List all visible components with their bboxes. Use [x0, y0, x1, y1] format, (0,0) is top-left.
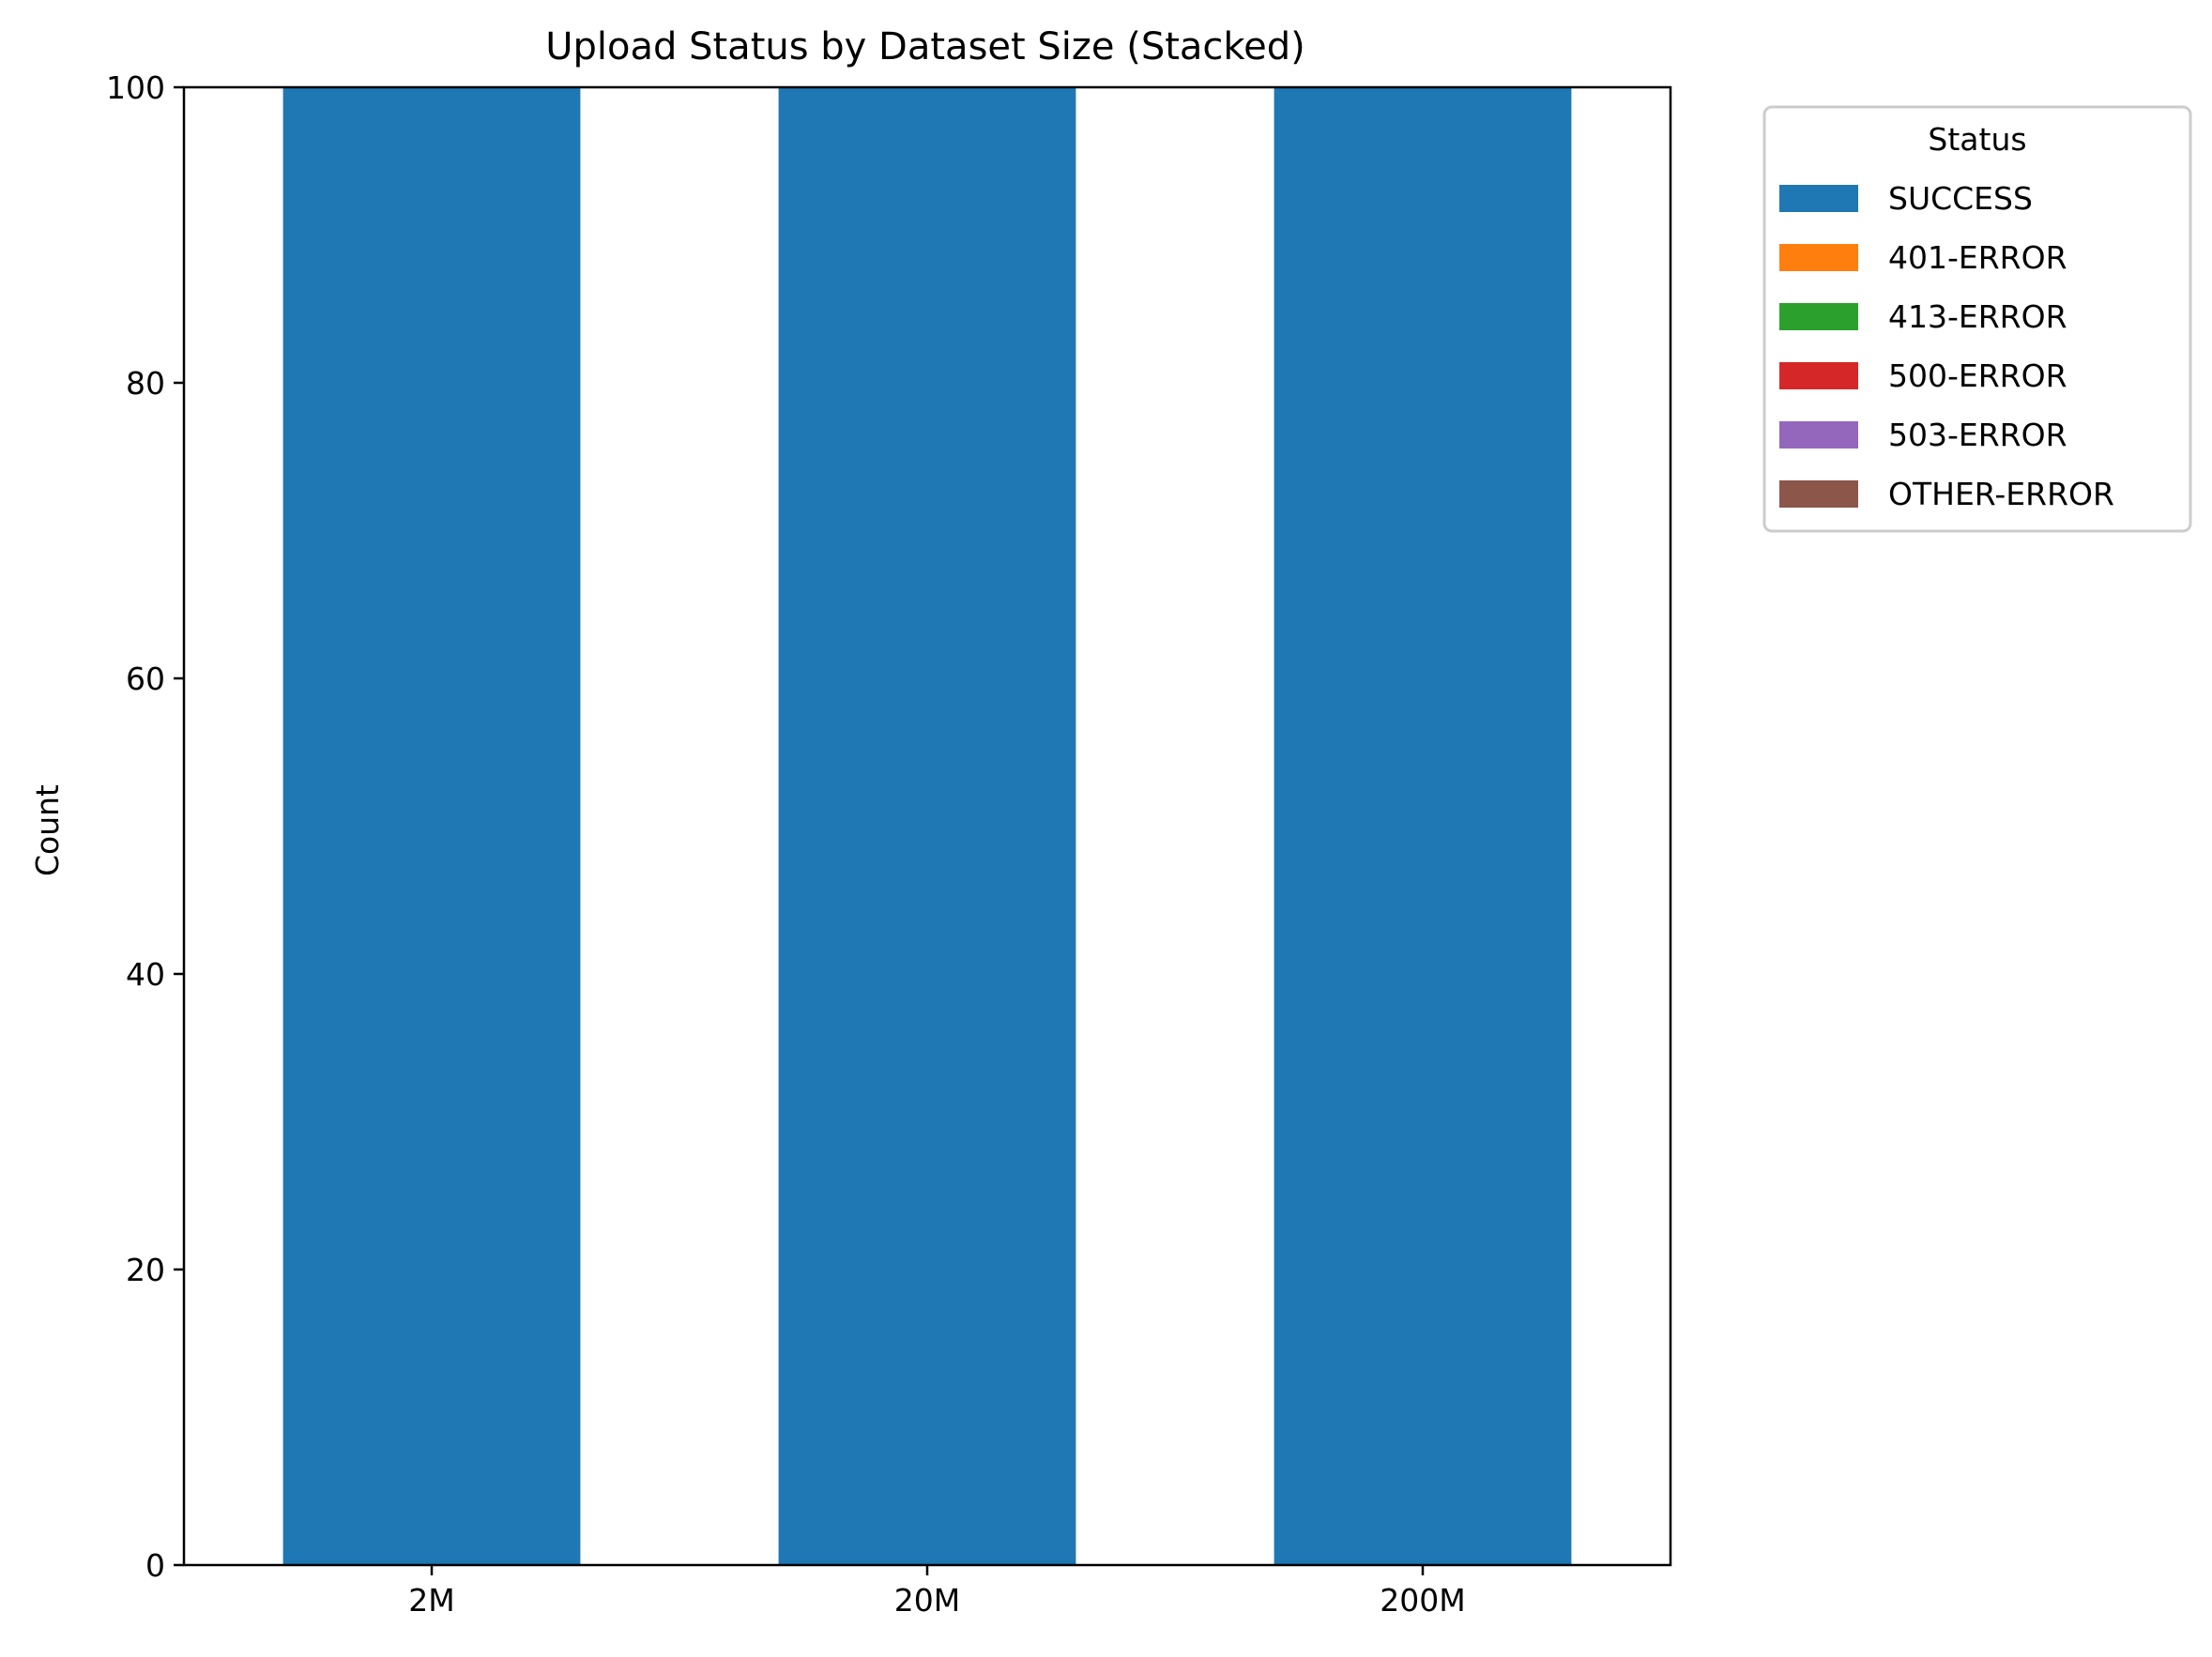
legend-frame — [1762, 105, 2192, 533]
y-tick-label-40: 40 — [126, 956, 165, 993]
y-tick-label-60: 60 — [126, 661, 165, 697]
legend-swatch-5 — [1779, 480, 1858, 508]
bar-200M-series-0 — [1274, 87, 1572, 1565]
legend-swatch-4 — [1779, 421, 1858, 448]
chart-title: Upload Status by Dataset Size (Stacked) — [545, 25, 1305, 68]
legend-label-3: 500-ERROR — [1888, 357, 2067, 394]
legend-swatch-1 — [1779, 244, 1858, 271]
y-tick-label-20: 20 — [126, 1252, 165, 1288]
legend-swatch-2 — [1779, 303, 1858, 330]
legend-title: Status — [1928, 121, 2026, 158]
legend-swatch-0 — [1779, 185, 1858, 212]
x-tick-label-20M: 20M — [894, 1582, 960, 1619]
y-tick-label-100: 100 — [106, 69, 165, 106]
x-tick-label-2M: 2M — [408, 1582, 454, 1619]
legend-swatch-3 — [1779, 362, 1858, 389]
bars-layer — [282, 87, 1572, 1565]
y-tick-label-0: 0 — [145, 1547, 165, 1584]
axes-layer: 0 20 40 60 80 100 2M 20M 200M — [106, 69, 1672, 1619]
legend: Status SUCCESS 401-ERROR 413-ERROR 500-ERRO… — [1762, 105, 2192, 533]
legend-label-1: 401-ERROR — [1888, 239, 2067, 276]
bar-2M-series-0 — [282, 87, 581, 1565]
y-tick-label-80: 80 — [126, 365, 165, 402]
y-axis-label: Count — [29, 784, 66, 876]
legend-label-5: OTHER-ERROR — [1888, 476, 2114, 512]
legend-label-0: SUCCESS — [1888, 180, 2033, 217]
plot-frame — [182, 85, 1672, 1567]
x-tick-label-200M: 200M — [1380, 1582, 1465, 1619]
bar-20M-series-0 — [778, 87, 1076, 1565]
legend-label-2: 413-ERROR — [1888, 298, 2067, 335]
legend-label-4: 503-ERROR — [1888, 417, 2067, 453]
